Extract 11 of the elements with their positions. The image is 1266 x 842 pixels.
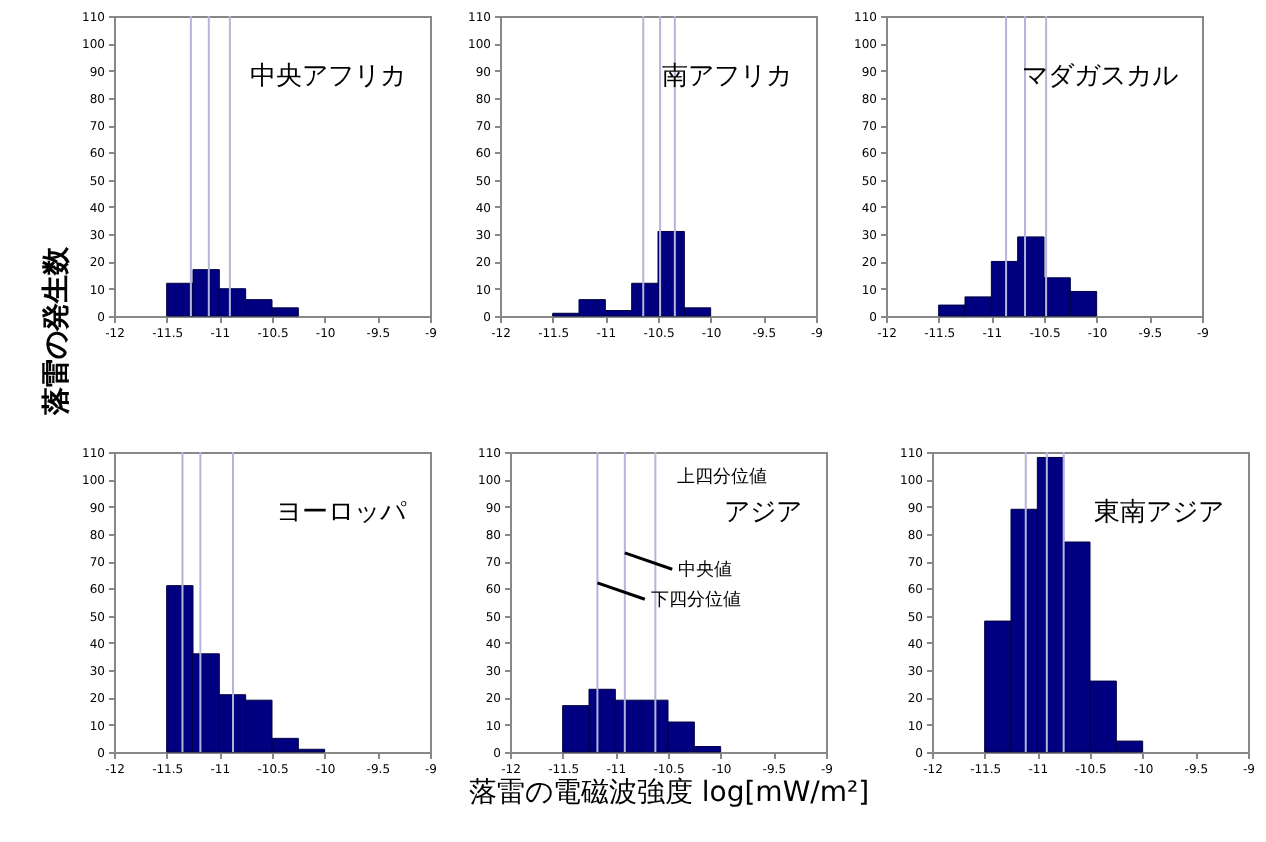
y-axis-title: 落雷の発生数 xyxy=(41,245,73,417)
text: マダガスカル xyxy=(1022,62,1178,92)
text: 南アフリカ xyxy=(662,62,792,92)
x-axis-title: 落雷の電磁波強度 log[mW/m²] xyxy=(468,777,870,809)
annotation: 中央値 xyxy=(678,559,733,582)
annotation: 上四分位値 xyxy=(677,466,768,488)
text: 東南アジア xyxy=(1094,498,1224,528)
annotation: 下四分位値 xyxy=(650,589,741,612)
text: アジア xyxy=(724,498,802,528)
text: 中央アフリカ xyxy=(250,62,406,92)
text: ヨーロッパ xyxy=(276,498,408,528)
